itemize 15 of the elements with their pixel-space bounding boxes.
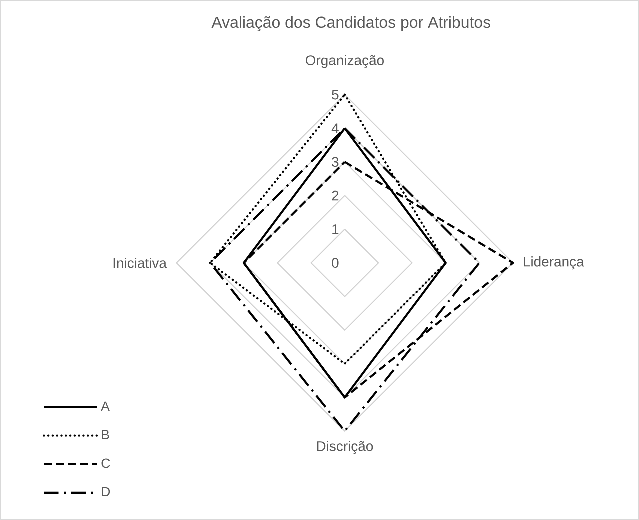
legend-label: C: [102, 458, 110, 468]
spoke-label: Organização: [306, 55, 384, 68]
y-tick-label: 3: [332, 157, 339, 168]
spoke-label: Iniciativa: [114, 258, 167, 268]
legend-label: D: [102, 487, 110, 496]
chart-title: Avaliação dos Candidatos por Atributos: [212, 16, 490, 32]
y-tick-label: 0: [332, 258, 339, 268]
spoke-label: Discrição: [317, 440, 374, 454]
y-tick-label: 1: [332, 224, 339, 234]
y-tick-label: 2: [332, 190, 339, 201]
legend-label: A: [101, 402, 110, 411]
y-tick-label: 5: [332, 90, 339, 100]
spoke-label: Liderança: [524, 256, 584, 270]
legend-label: B: [102, 430, 110, 440]
y-tick-label: 4: [332, 124, 339, 134]
